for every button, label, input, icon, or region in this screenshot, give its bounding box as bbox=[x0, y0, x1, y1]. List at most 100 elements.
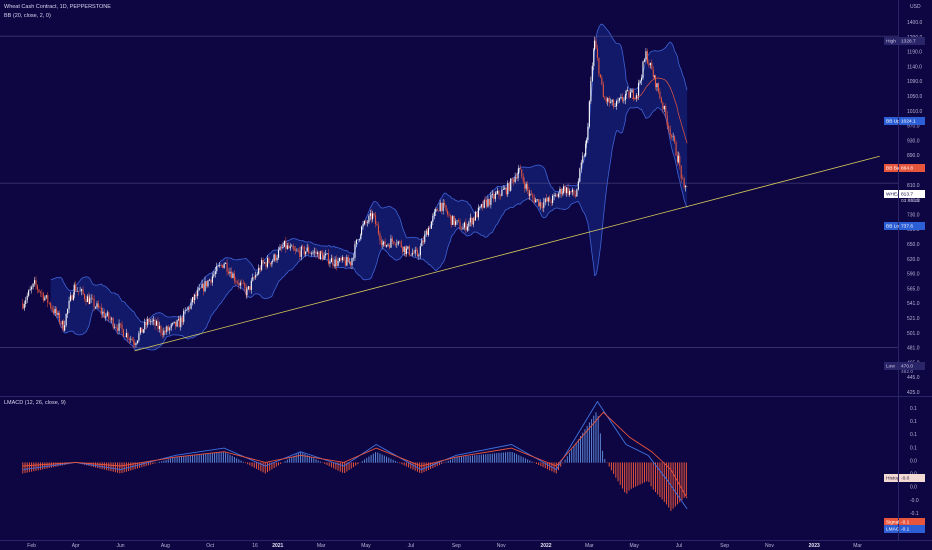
candle-body bbox=[119, 323, 122, 325]
candle-body bbox=[315, 251, 317, 254]
histogram-bar bbox=[125, 462, 127, 472]
candle-body bbox=[349, 261, 351, 263]
histogram-bar bbox=[143, 462, 145, 467]
candle-body bbox=[621, 96, 623, 101]
candle-body bbox=[582, 156, 584, 163]
macd-y-tick-label: 0.0 bbox=[910, 458, 917, 464]
histogram-bar bbox=[253, 462, 255, 468]
histogram-bar bbox=[628, 462, 630, 491]
candle-body bbox=[96, 303, 98, 308]
macd-y-tick-label: 0.0 bbox=[910, 485, 917, 491]
candle-body bbox=[570, 190, 572, 193]
candle-body bbox=[414, 249, 416, 254]
candle-body bbox=[170, 324, 172, 328]
candle-body bbox=[44, 297, 46, 301]
candle-body bbox=[341, 257, 343, 261]
candle-body bbox=[617, 100, 619, 102]
candle-body bbox=[268, 258, 270, 264]
histogram-bar bbox=[458, 456, 460, 463]
histogram-bar bbox=[363, 459, 365, 463]
x-tick-label: Feb bbox=[27, 543, 36, 549]
candle-body bbox=[680, 165, 682, 179]
histogram-bar bbox=[685, 462, 687, 496]
histogram-bar bbox=[346, 462, 348, 472]
histogram-bar bbox=[463, 456, 465, 463]
histogram-bar bbox=[145, 462, 147, 466]
candle-body bbox=[465, 222, 467, 231]
candle-body bbox=[632, 90, 635, 99]
histogram-bar bbox=[165, 459, 167, 463]
candle-body bbox=[93, 298, 95, 308]
candle-body bbox=[604, 97, 606, 99]
high-tag-value: 1328.7 bbox=[901, 39, 916, 45]
bb-basis-line bbox=[632, 77, 688, 144]
candle-body bbox=[62, 320, 64, 331]
low-tag-label: Low bbox=[886, 364, 895, 370]
histogram-bar bbox=[231, 455, 233, 463]
candle-body bbox=[634, 98, 636, 100]
candle-body bbox=[444, 202, 446, 206]
candle-body bbox=[245, 287, 247, 296]
candle-body bbox=[213, 274, 215, 277]
bb-basis-tag-label-box bbox=[884, 164, 898, 172]
histogram-bar bbox=[505, 452, 507, 463]
histogram-bar bbox=[366, 458, 368, 463]
histogram-bar bbox=[227, 453, 229, 463]
histogram-bar bbox=[593, 415, 595, 463]
candle-body bbox=[524, 181, 526, 189]
histogram-bar bbox=[423, 462, 425, 473]
candle-body bbox=[360, 234, 362, 240]
histogram-bar bbox=[467, 455, 469, 463]
candle-body bbox=[357, 239, 359, 241]
candle-body bbox=[294, 250, 296, 251]
candle-body bbox=[556, 194, 558, 197]
x-tick-label: 2021 bbox=[272, 543, 283, 549]
candle-body bbox=[319, 251, 321, 260]
candle-body bbox=[373, 213, 375, 216]
candle-body bbox=[391, 238, 393, 242]
histogram-bar bbox=[652, 462, 654, 490]
histogram-bar bbox=[498, 452, 500, 463]
candle-body bbox=[387, 244, 389, 246]
bb-lower-tag-value-box bbox=[899, 222, 925, 230]
candle-body bbox=[60, 322, 62, 325]
candle-body bbox=[607, 98, 609, 102]
histogram-bar bbox=[33, 462, 35, 472]
histogram-bar bbox=[172, 457, 174, 463]
candle-body bbox=[322, 253, 324, 260]
candle-body bbox=[568, 190, 571, 195]
candle-body bbox=[178, 318, 180, 328]
candle-body bbox=[493, 194, 495, 200]
candle-body bbox=[496, 190, 499, 194]
histogram-bar bbox=[672, 462, 674, 509]
candle-body bbox=[109, 318, 111, 320]
histogram-bar bbox=[130, 462, 132, 471]
x-tick-label: Jul bbox=[408, 543, 414, 549]
histogram-bar bbox=[249, 462, 251, 466]
candle-body bbox=[210, 279, 212, 283]
candle-body bbox=[577, 181, 579, 190]
candle-body bbox=[525, 184, 527, 189]
histogram-bar bbox=[487, 453, 489, 463]
histogram-bar bbox=[412, 462, 414, 470]
candle-body bbox=[530, 193, 532, 195]
candle-body bbox=[458, 220, 460, 222]
candle-body bbox=[291, 245, 293, 247]
histogram-bar bbox=[544, 462, 546, 469]
candle-body bbox=[442, 202, 444, 211]
histogram-bar bbox=[344, 462, 346, 473]
histogram-bar bbox=[491, 453, 493, 463]
histogram-bar bbox=[255, 462, 257, 469]
candle-body bbox=[400, 241, 402, 248]
macd-y-tick-label: 0.1 bbox=[910, 406, 917, 412]
candle-body bbox=[511, 178, 513, 180]
candle-body bbox=[45, 295, 47, 298]
histogram-bar bbox=[297, 453, 299, 463]
histogram-bar bbox=[445, 461, 447, 463]
histogram-bar bbox=[163, 460, 165, 463]
bb-basis-tag-value: 864.8 bbox=[901, 166, 913, 172]
candle-body bbox=[90, 297, 92, 299]
histogram-bar bbox=[681, 462, 683, 500]
candle-body bbox=[438, 210, 440, 212]
